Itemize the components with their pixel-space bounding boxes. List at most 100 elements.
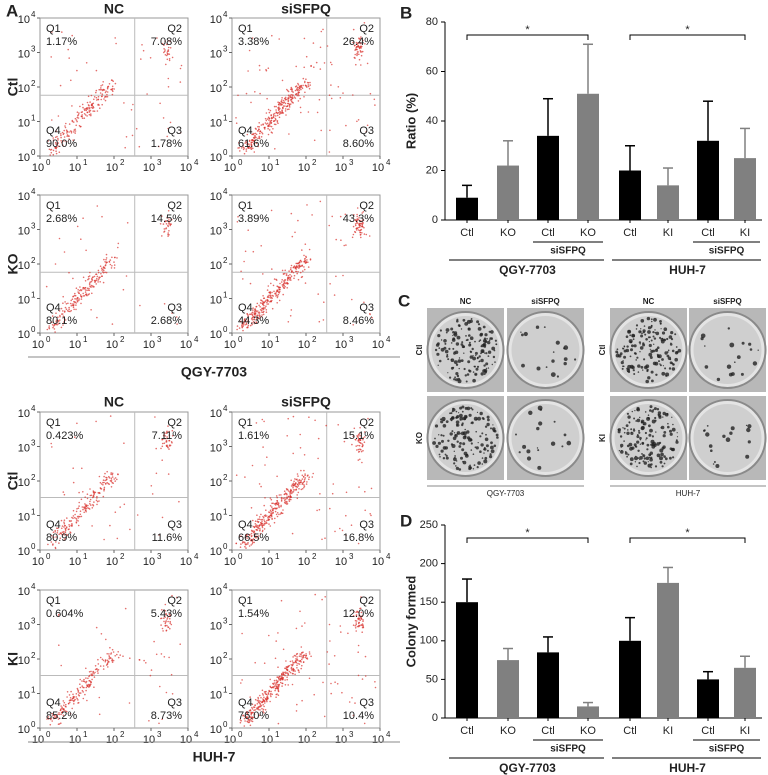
event-dot [104,480,106,482]
event-dot [278,690,280,692]
colony [620,435,622,437]
event-dot [258,305,260,307]
colony [441,450,444,453]
event-dot [303,661,305,663]
colony [663,365,664,366]
event-dot [270,694,272,696]
event-dot [168,627,170,629]
tick-exponent: 3 [157,730,162,739]
colony [641,442,644,445]
event-dot [161,459,163,461]
event-dot [293,416,295,418]
event-dot [277,123,279,125]
colony [635,461,636,462]
event-dot [265,521,267,523]
quadrant-percent: 8.73% [151,710,182,722]
tick-label: 10 [18,83,30,95]
colony [627,445,630,448]
event-dot [99,714,101,716]
event-dot [112,89,114,91]
event-dot [340,97,342,99]
colony [475,355,476,356]
event-dot [356,449,358,451]
event-dot [53,154,55,156]
event-dot [358,54,360,56]
event-dot [271,515,273,517]
event-dot [160,448,162,450]
event-dot [86,110,88,112]
colony [642,342,644,344]
colony [451,430,453,432]
event-dot [269,301,271,303]
colony [480,333,483,336]
colony [452,367,454,369]
colony [649,344,652,347]
event-dot [158,723,160,725]
tick-label: 10 [69,339,81,351]
colony [640,331,641,332]
event-dot [260,130,262,132]
colony [654,329,655,330]
colony [647,330,651,334]
event-dot [304,473,306,475]
colony [709,444,713,448]
event-dot [278,38,280,40]
event-dot [283,673,285,675]
event-dot [110,264,112,266]
event-dot [82,107,84,109]
tick-exponent: 0 [223,325,228,334]
colony [443,339,447,343]
event-dot [329,624,331,626]
event-dot [369,513,371,515]
event-dot [279,283,281,285]
colony [625,451,627,453]
quadrant-percent: 0.423% [46,430,84,442]
event-dot [268,109,270,111]
colony [447,372,448,373]
event-dot [77,226,79,228]
event-dot [268,635,270,637]
row-label: KO [415,432,424,444]
colony [645,432,647,434]
event-dot [87,505,89,507]
x-tick-label: KI [740,725,750,737]
event-dot [309,82,311,84]
tick-exponent: 3 [223,617,228,626]
event-dot [278,502,280,504]
event-dot [285,492,287,494]
colony [636,357,638,359]
quadrant-percent: 10.4% [343,710,374,722]
event-dot [101,633,103,635]
colony [650,452,653,455]
event-dot [285,97,287,99]
event-dot [283,273,285,275]
event-dot [103,479,105,481]
event-dot [77,289,79,291]
event-dot [296,85,298,87]
event-dot [80,289,82,291]
event-dot [113,478,115,480]
event-dot [73,304,75,306]
event-dot [257,528,259,530]
colony [483,459,487,463]
event-dot [91,525,93,527]
event-dot [268,134,270,136]
event-dot [357,651,359,653]
event-dot [292,94,294,96]
event-dot [354,54,356,56]
tick-label: 10 [143,339,155,351]
event-dot [163,117,165,119]
event-dot [165,228,167,230]
x-tick-label: Ctl [460,227,473,239]
event-dot [171,674,173,676]
tick-label: 10 [210,620,222,632]
colony [650,405,653,408]
event-dot [96,278,98,280]
colony [487,419,490,422]
colony [705,432,709,436]
event-dot [100,482,102,484]
event-dot [304,269,306,271]
colony [632,411,633,412]
event-dot [266,302,268,304]
tick-exponent: 4 [31,10,36,19]
